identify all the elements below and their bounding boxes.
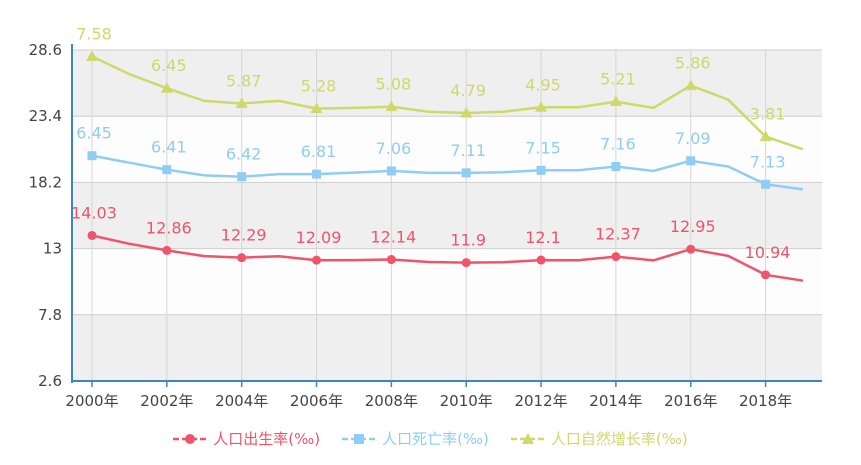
data-label: 12.95 bbox=[670, 217, 716, 236]
plot-band bbox=[72, 50, 822, 117]
data-point bbox=[759, 130, 772, 142]
x-tick-label: 2018年 bbox=[739, 392, 792, 410]
y-tick-label: 7.8 bbox=[38, 306, 62, 324]
y-tick-label: 28.6 bbox=[29, 41, 62, 59]
legend-item[interactable]: 人口死亡率(‰) bbox=[342, 428, 489, 449]
data-label: 4.79 bbox=[450, 81, 486, 100]
data-label: 5.86 bbox=[675, 54, 711, 73]
data-point bbox=[609, 95, 622, 107]
triangle-legend-icon bbox=[510, 432, 545, 444]
data-point bbox=[536, 255, 546, 265]
data-label: 14.03 bbox=[71, 203, 117, 222]
data-label: 12.14 bbox=[370, 228, 416, 247]
data-label: 7.11 bbox=[450, 141, 486, 160]
data-label: 12.09 bbox=[296, 228, 342, 247]
data-label: 4.95 bbox=[525, 75, 561, 94]
series-line-2 bbox=[91, 154, 804, 191]
data-point bbox=[385, 100, 398, 112]
data-point bbox=[386, 255, 396, 265]
data-label: 7.16 bbox=[600, 134, 636, 153]
data-label: 6.45 bbox=[76, 124, 112, 143]
data-point bbox=[460, 107, 473, 118]
data-point bbox=[87, 230, 97, 240]
data-point bbox=[87, 151, 97, 161]
data-point bbox=[686, 244, 696, 254]
data-point bbox=[312, 255, 322, 265]
legend-item[interactable]: 人口出生率(‰) bbox=[173, 428, 320, 449]
data-point bbox=[611, 252, 621, 262]
plot-band bbox=[72, 116, 822, 183]
data-point bbox=[536, 165, 546, 175]
plot-band bbox=[72, 248, 822, 315]
x-tick-label: 2002年 bbox=[140, 392, 193, 410]
data-label: 12.37 bbox=[595, 225, 641, 244]
data-label: 7.58 bbox=[76, 24, 112, 43]
y-tick-label: 18.2 bbox=[29, 173, 62, 191]
x-tick-label: 2016年 bbox=[664, 392, 717, 410]
data-point bbox=[386, 166, 396, 176]
data-point bbox=[162, 165, 172, 175]
data-label: 6.81 bbox=[301, 142, 337, 161]
x-tick-label: 2008年 bbox=[365, 392, 418, 410]
data-label: 7.15 bbox=[525, 138, 561, 157]
data-label: 5.08 bbox=[376, 75, 412, 94]
data-point bbox=[235, 97, 248, 108]
data-label: 12.86 bbox=[146, 218, 192, 237]
data-point bbox=[310, 102, 323, 114]
data-label: 3.81 bbox=[750, 105, 786, 124]
data-label: 11.9 bbox=[450, 231, 486, 250]
data-label: 10.94 bbox=[745, 243, 791, 262]
data-point bbox=[461, 258, 471, 268]
data-label: 12.1 bbox=[525, 228, 561, 247]
x-tick-label: 2004年 bbox=[215, 392, 268, 410]
data-label: 6.45 bbox=[151, 56, 187, 75]
data-label: 7.13 bbox=[750, 152, 786, 171]
x-tick-label: 2006年 bbox=[290, 392, 343, 410]
y-tick-label: 2.6 bbox=[38, 372, 62, 390]
y-tick-label: 23.4 bbox=[29, 107, 62, 125]
data-point bbox=[761, 179, 771, 189]
data-point bbox=[684, 79, 697, 91]
line-chart: 2.6 7.8 13 18.2 23.4 28.6 2000年 2002年 2004年 2006年… bbox=[29, 24, 822, 410]
data-label: 12.29 bbox=[221, 226, 267, 245]
data-label: 5.28 bbox=[301, 77, 337, 96]
legend-label: 人口自然增长率(‰) bbox=[550, 430, 688, 448]
data-point bbox=[237, 172, 247, 182]
data-point bbox=[535, 101, 548, 112]
y-tick-label: 13 bbox=[43, 240, 62, 258]
legend-label: 人口出生率(‰) bbox=[213, 430, 321, 448]
plot-band bbox=[72, 182, 822, 249]
data-point bbox=[611, 161, 621, 171]
x-tick-label: 2010年 bbox=[440, 392, 493, 410]
data-label: 7.09 bbox=[675, 129, 711, 148]
square-legend-icon bbox=[342, 433, 377, 444]
data-point bbox=[761, 270, 771, 280]
legend: 人口出生率(‰) 人口死亡率(‰) 人口自然增长率(‰) bbox=[0, 428, 861, 449]
data-label: 6.41 bbox=[151, 138, 187, 157]
legend-item[interactable]: 人口自然增长率(‰) bbox=[510, 428, 688, 449]
data-label: 5.87 bbox=[226, 71, 262, 90]
x-tick-label: 2014年 bbox=[589, 392, 642, 410]
legend-label: 人口死亡率(‰) bbox=[382, 430, 489, 448]
plot-band bbox=[72, 314, 822, 381]
data-point bbox=[686, 156, 696, 166]
data-label: 7.06 bbox=[376, 139, 412, 158]
series-line-1 bbox=[91, 234, 804, 282]
x-tick-label: 2012年 bbox=[514, 392, 567, 410]
circle-legend-icon bbox=[173, 433, 208, 444]
data-point bbox=[162, 245, 172, 255]
data-point bbox=[86, 50, 98, 61]
data-point bbox=[461, 168, 471, 178]
data-label: 6.42 bbox=[226, 145, 262, 164]
series-line-3 bbox=[91, 55, 804, 151]
data-point bbox=[237, 253, 247, 263]
x-tick-label: 2000年 bbox=[65, 392, 118, 410]
data-point bbox=[160, 82, 173, 93]
data-label: 5.21 bbox=[600, 70, 636, 89]
data-point bbox=[312, 169, 322, 179]
